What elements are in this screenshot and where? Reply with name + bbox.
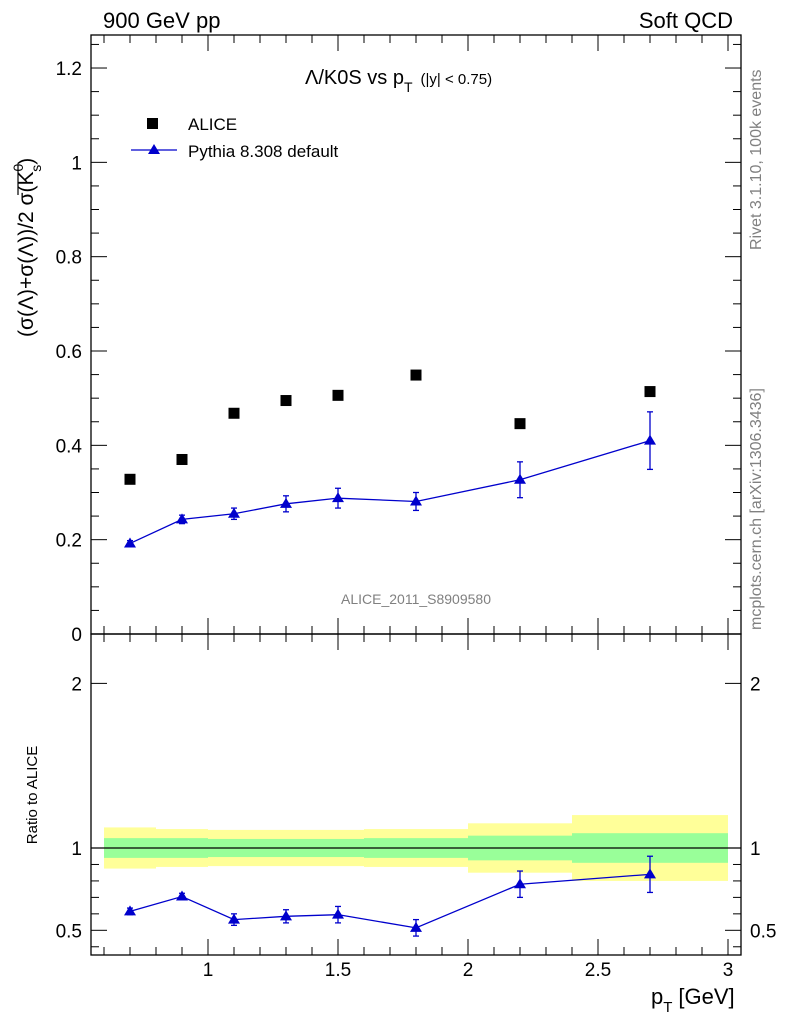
x-tick-label: 2.5 [585,960,611,981]
main-y-tick-label: 0.6 [56,342,82,363]
legend-pythia-label: Pythia 8.308 default [188,142,339,161]
ylabel-close-paren: ) [15,158,38,165]
pythia-data-point [644,434,656,445]
main-plot-marks [124,369,656,548]
legend-alice-marker [147,118,158,129]
x-axis-label: pT [GeV] [651,984,735,1016]
ratio-data-point [514,878,526,889]
xlabel-text: p [651,984,663,1009]
ratio-data-point [280,910,292,921]
xlabel-unit-text: [GeV] [678,984,734,1009]
ylabel-text: (σ(Λ)+σ(Λ))/2 σ(K [15,171,38,337]
main-y-tick-label: 1.2 [56,59,82,80]
ratio-y-tick-label-right: 0.5 [750,921,776,942]
mcplots-label: mcplots.cern.ch [arXiv:1306.3436] [748,388,765,630]
ratio-data-point [228,913,240,924]
pythia-data-point [332,492,344,503]
ratio-y-axis-label: Ratio to ALICE [24,746,41,844]
header-right: Soft QCD [639,8,733,33]
ratio-plot-area: 0.5 0.5 1 1 2 2 1 1.5 2 2.5 3 [56,633,776,981]
ratio-y-tick-label-left: 1 [71,839,82,860]
alice-data-point [332,389,344,401]
ylabel-sub-text: s [28,165,44,172]
ratio-data-point [332,908,344,919]
alice-data-point [514,418,526,430]
ratio-plot-frame [90,633,742,956]
main-y-tick-label: 0.8 [56,248,82,269]
pythia-data-point [410,495,422,506]
legend-pythia-marker [148,144,160,154]
pythia-data-point [228,507,240,518]
x-tick-label: 1 [203,960,214,981]
main-y-tick-label: 0.2 [56,531,82,552]
pythia-data-point [280,497,292,508]
pythia-data-point [176,513,188,524]
ratio-plot-marks [124,855,656,937]
x-tick-label: 1.5 [325,960,351,981]
main-plot-area: 0 0.2 0.4 0.6 0.8 1 1.2 [56,34,742,646]
main-title: Λ/K0S vs pT (|y| < 0.75) [305,67,492,95]
rivet-version-label: Rivet 3.1.10, 100k events [748,69,765,250]
x-tick-label: 3 [723,960,734,981]
ratio-y-tick-label-left: 0.5 [56,921,82,942]
title-cut-text: (|y| < 0.75) [421,71,493,88]
xlabel-sub-text: T [663,999,672,1016]
main-y-axis-label: (σ(Λ)+σ(Λ))/2 σ(K0s) [10,158,44,337]
ratio-data-point [176,890,188,901]
alice-data-point [124,473,136,485]
alice-data-point [644,386,656,398]
header-left: 900 GeV pp [103,8,220,33]
title-sub-text: T [404,79,413,95]
pythia-data-point [514,473,526,484]
legend-alice-label: ALICE [188,115,237,134]
main-y-tick-label: 0 [71,625,82,646]
ratio-y-tick-label-right: 2 [750,674,761,695]
pythia-data-point [124,537,136,548]
ratio-series-line [129,873,651,929]
main-y-tick-label: 0.4 [56,436,83,457]
legend: ALICE Pythia 8.308 default [131,115,339,161]
ratio-data-point [124,905,136,916]
ratio-y-tick-label-left: 2 [71,674,82,695]
ratio-y-tick-label-right: 1 [750,839,761,860]
main-y-tick-label: 1 [71,153,82,174]
pythia-series-line [129,439,651,545]
alice-data-point [176,453,188,465]
x-tick-label: 2 [463,960,474,981]
analysis-watermark: ALICE_2011_S8909580 [341,591,491,607]
alice-data-point [410,369,422,381]
ratio-data-point [410,921,422,932]
title-main-text: Λ/K0S vs p [305,67,404,89]
alice-data-point [280,395,292,407]
ratio-data-point [644,868,656,879]
alice-data-point [228,407,240,419]
